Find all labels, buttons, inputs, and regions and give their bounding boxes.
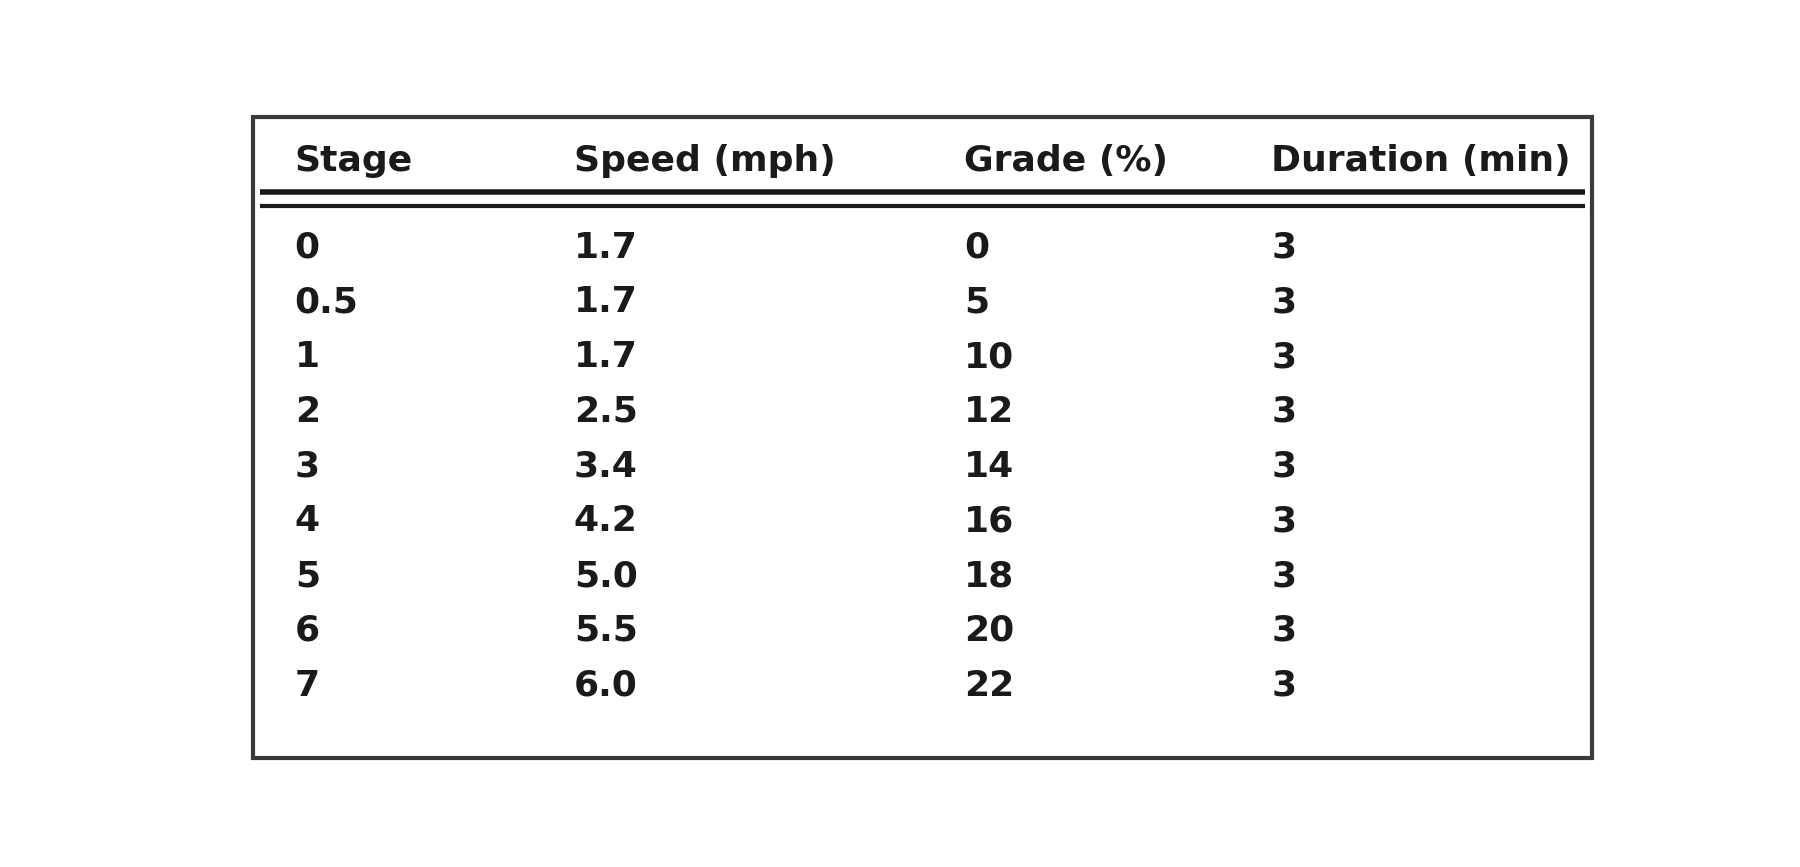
Text: 18: 18 — [965, 559, 1015, 593]
Text: 2: 2 — [295, 394, 320, 429]
Text: 0: 0 — [965, 231, 990, 264]
Text: 2.5: 2.5 — [574, 394, 637, 429]
Text: 1.7: 1.7 — [574, 340, 637, 374]
Text: 6: 6 — [295, 614, 320, 648]
Text: 10: 10 — [965, 340, 1015, 374]
Text: 5: 5 — [965, 285, 990, 319]
Text: Grade (%): Grade (%) — [965, 144, 1168, 178]
Text: Stage: Stage — [295, 144, 412, 178]
Text: 5.0: 5.0 — [574, 559, 637, 593]
Text: 0: 0 — [295, 231, 320, 264]
Text: 0.5: 0.5 — [295, 285, 358, 319]
Text: 20: 20 — [965, 614, 1015, 648]
Text: 1: 1 — [295, 340, 320, 374]
Text: 4.2: 4.2 — [574, 505, 637, 538]
Text: 3: 3 — [1271, 285, 1296, 319]
Text: Speed (mph): Speed (mph) — [574, 144, 835, 178]
Text: 3: 3 — [1271, 559, 1296, 593]
Text: 1.7: 1.7 — [574, 285, 637, 319]
Text: 3: 3 — [1271, 614, 1296, 648]
Text: 3: 3 — [1271, 394, 1296, 429]
Text: 6.0: 6.0 — [574, 668, 637, 702]
Text: 5: 5 — [295, 559, 320, 593]
Text: 3: 3 — [1271, 668, 1296, 702]
Text: Duration (min): Duration (min) — [1271, 144, 1571, 178]
FancyBboxPatch shape — [252, 117, 1591, 759]
Text: 3.4: 3.4 — [574, 450, 637, 484]
Text: 16: 16 — [965, 505, 1015, 538]
Text: 22: 22 — [965, 668, 1015, 702]
Text: 3: 3 — [295, 450, 320, 484]
Text: 7: 7 — [295, 668, 320, 702]
Text: 1.7: 1.7 — [574, 231, 637, 264]
Text: 4: 4 — [295, 505, 320, 538]
Text: 3: 3 — [1271, 450, 1296, 484]
Text: 3: 3 — [1271, 505, 1296, 538]
Text: 3: 3 — [1271, 231, 1296, 264]
Text: 3: 3 — [1271, 340, 1296, 374]
Text: 14: 14 — [965, 450, 1015, 484]
Text: 5.5: 5.5 — [574, 614, 637, 648]
Text: 12: 12 — [965, 394, 1015, 429]
